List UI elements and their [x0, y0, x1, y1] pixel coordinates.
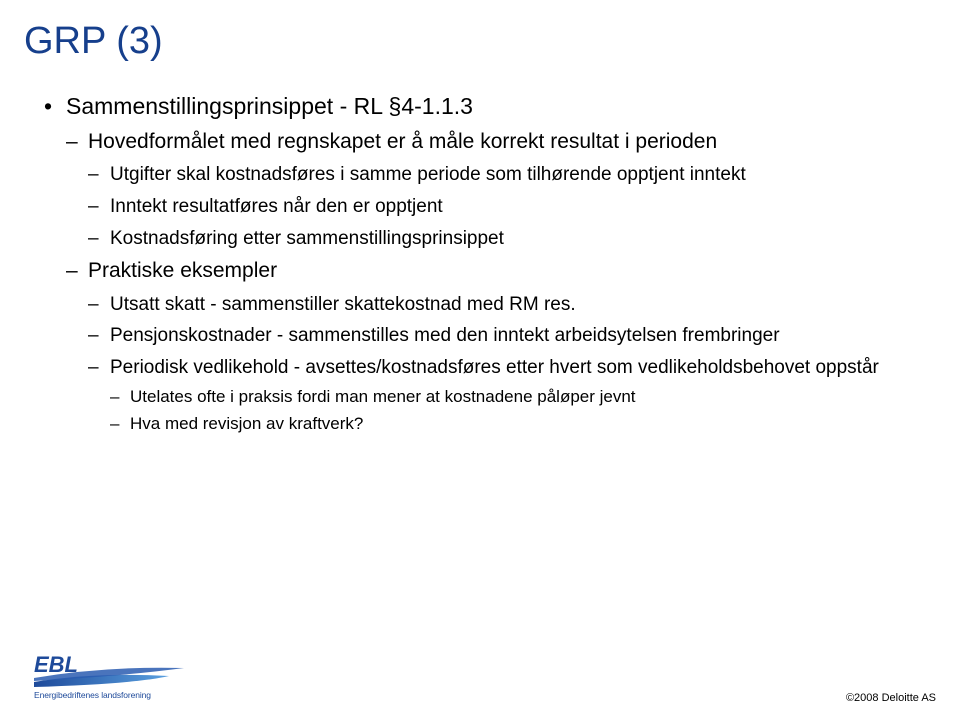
bullet-item: Hva med revisjon av kraftverk? — [110, 412, 916, 436]
bullet-item: Praktiske eksempler Utsatt skatt - samme… — [66, 257, 916, 436]
logo-subtitle: Energibedriftenes landsforening — [34, 690, 224, 700]
bullet-text: Kostnadsføring etter sammenstillingsprin… — [110, 228, 504, 249]
bullet-item: Inntekt resultatføres når den er opptjen… — [88, 194, 916, 220]
bullet-list-lvl1: Sammenstillingsprinsippet - RL §4-1.1.3 … — [44, 91, 916, 436]
bullet-item: Kostnadsføring etter sammenstillingsprin… — [88, 226, 916, 252]
bullet-item: Periodisk vedlikehold - avsettes/kostnad… — [88, 355, 916, 436]
ebl-logo-icon: EBL — [34, 654, 224, 688]
bullet-text: Utsatt skatt - sammenstiller skattekostn… — [110, 294, 576, 315]
slide-title: GRP (3) — [24, 20, 916, 63]
bullet-text: Hva med revisjon av kraftverk? — [130, 414, 363, 433]
bullet-list-lvl2: Hovedformålet med regnskapet er å måle k… — [66, 128, 916, 436]
bullet-text: Hovedformålet med regnskapet er å måle k… — [88, 130, 717, 153]
slide-content: Sammenstillingsprinsippet - RL §4-1.1.3 … — [44, 91, 916, 436]
bullet-item: Utelates ofte i praksis fordi man mener … — [110, 385, 916, 409]
bullet-list-lvl3: Utgifter skal kostnadsføres i samme peri… — [88, 162, 916, 251]
bullet-item: Utgifter skal kostnadsføres i samme peri… — [88, 162, 916, 188]
bullet-list-lvl4: Utelates ofte i praksis fordi man mener … — [110, 385, 916, 437]
bullet-text: Sammenstillingsprinsippet - RL §4-1.1.3 — [66, 93, 473, 119]
slide: GRP (3) Sammenstillingsprinsippet - RL §… — [0, 0, 960, 716]
logo-acronym: EBL — [34, 654, 78, 677]
bullet-text: Pensjonskostnader - sammenstilles med de… — [110, 325, 780, 346]
bullet-item: Pensjonskostnader - sammenstilles med de… — [88, 323, 916, 349]
bullet-item: Hovedformålet med regnskapet er å måle k… — [66, 128, 916, 251]
ebl-logo: EBL Energibedriftenes landsforening — [34, 654, 224, 702]
copyright-footer: ©2008 Deloitte AS — [846, 692, 936, 704]
bullet-text: Periodisk vedlikehold - avsettes/kostnad… — [110, 357, 879, 378]
bullet-text: Utgifter skal kostnadsføres i samme peri… — [110, 164, 746, 185]
bullet-list-lvl3: Utsatt skatt - sammenstiller skattekostn… — [88, 292, 916, 437]
bullet-item: Sammenstillingsprinsippet - RL §4-1.1.3 … — [44, 91, 916, 436]
bullet-text: Inntekt resultatføres når den er opptjen… — [110, 196, 443, 217]
bullet-text: Praktiske eksempler — [88, 259, 277, 282]
bullet-item: Utsatt skatt - sammenstiller skattekostn… — [88, 292, 916, 318]
bullet-text: Utelates ofte i praksis fordi man mener … — [130, 387, 636, 406]
